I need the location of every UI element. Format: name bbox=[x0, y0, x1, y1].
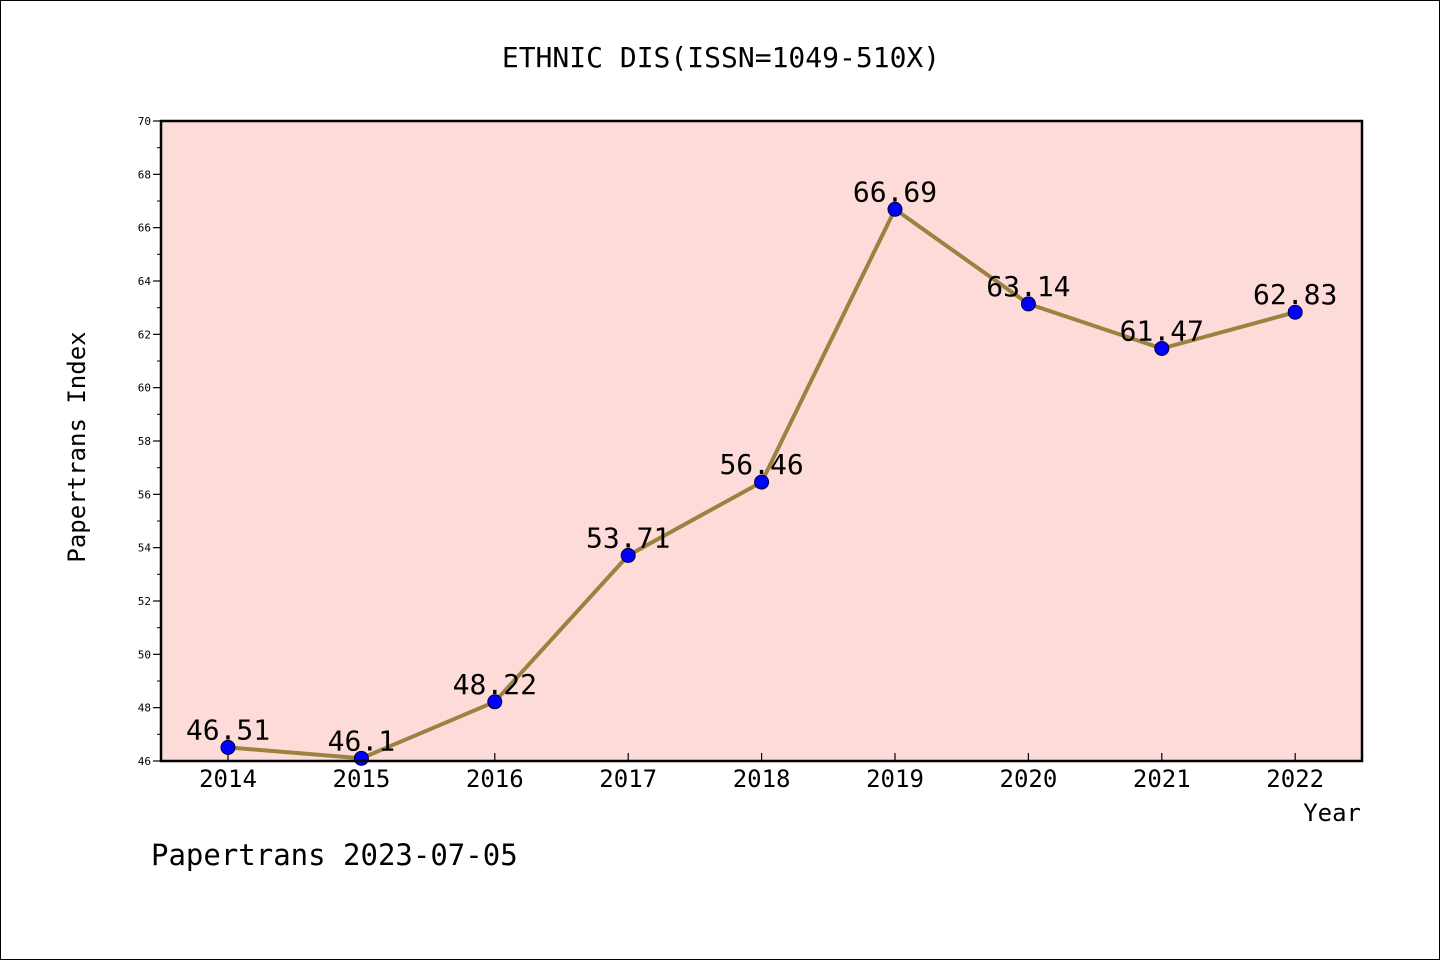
plot-area bbox=[161, 121, 1362, 761]
x-tick-label: 2015 bbox=[333, 765, 391, 793]
data-label: 48.22 bbox=[453, 668, 537, 701]
data-label: 61.47 bbox=[1120, 314, 1204, 347]
y-tick-label: 52 bbox=[138, 595, 151, 608]
footer-text: Papertrans 2023-07-05 bbox=[151, 838, 518, 872]
y-tick-label: 68 bbox=[138, 168, 151, 181]
data-points bbox=[220, 201, 1303, 766]
data-point bbox=[620, 547, 636, 563]
x-axis: 2014 2015 2016 2017 2018 2019 2020 2021 2022 bbox=[199, 753, 1324, 793]
data-label: 63.14 bbox=[986, 270, 1070, 303]
y-tick-label: 66 bbox=[138, 222, 151, 235]
data-point bbox=[1287, 304, 1303, 320]
y-axis-label: Papertrans Index bbox=[63, 331, 91, 562]
y-tick-label: 60 bbox=[138, 382, 151, 395]
y-tick-label: 46 bbox=[138, 755, 151, 768]
data-point bbox=[1020, 296, 1036, 312]
data-point bbox=[487, 694, 503, 710]
x-tick-label: 2022 bbox=[1266, 765, 1324, 793]
data-label: 53.71 bbox=[586, 521, 670, 554]
data-labels: 46.51 46.1 48.22 53.71 56.46 66.69 63.14 61.47 6… bbox=[186, 175, 1337, 757]
y-tick-label: 56 bbox=[138, 488, 151, 501]
chart-title: ETHNIC DIS(ISSN=1049-510X) bbox=[502, 41, 940, 74]
x-tick-label: 2021 bbox=[1133, 765, 1191, 793]
data-label: 46.51 bbox=[186, 713, 270, 746]
y-axis: 46 48 50 52 54 56 58 60 62 64 66 68 70 bbox=[138, 115, 161, 768]
data-label: 46.1 bbox=[328, 724, 395, 757]
x-tick-label: 2019 bbox=[866, 765, 924, 793]
x-tick-label: 2020 bbox=[1000, 765, 1058, 793]
x-tick-label: 2018 bbox=[733, 765, 791, 793]
data-point bbox=[887, 201, 903, 217]
data-point bbox=[754, 474, 770, 490]
plot-border bbox=[159, 119, 1364, 763]
data-label: 62.83 bbox=[1253, 278, 1337, 311]
data-label: 66.69 bbox=[853, 175, 937, 208]
x-axis-label: Year bbox=[1303, 799, 1361, 827]
y-tick-label: 58 bbox=[138, 435, 151, 448]
y-tick-label: 64 bbox=[138, 275, 152, 288]
data-point bbox=[1154, 340, 1170, 356]
x-tick-label: 2014 bbox=[199, 765, 257, 793]
data-label: 56.46 bbox=[719, 448, 803, 481]
y-tick-label: 54 bbox=[138, 542, 152, 555]
data-point bbox=[220, 739, 236, 755]
x-tick-label: 2017 bbox=[599, 765, 657, 793]
y-tick-label: 62 bbox=[138, 328, 151, 341]
y-tick-label: 50 bbox=[138, 648, 151, 661]
y-tick-label: 70 bbox=[138, 115, 151, 128]
y-tick-label: 48 bbox=[138, 702, 151, 715]
x-tick-label: 2016 bbox=[466, 765, 524, 793]
